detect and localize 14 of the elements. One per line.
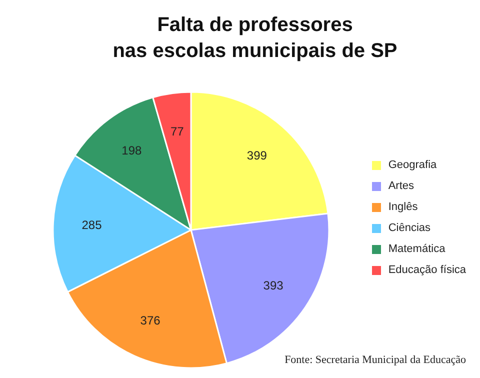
legend-label: Educação física xyxy=(388,263,466,278)
data-label: 77 xyxy=(170,124,184,139)
data-label: 393 xyxy=(263,278,284,293)
data-label: 198 xyxy=(122,143,142,158)
legend-label: Ciências xyxy=(388,221,431,236)
data-label: 399 xyxy=(246,148,268,163)
source-note: Fonte: Secretaria Municipal da Educação xyxy=(284,354,466,366)
legend-label: Inglês xyxy=(388,200,418,215)
legend-label: Matemática xyxy=(388,242,446,257)
data-label: 376 xyxy=(140,314,161,328)
legend-label: Artes xyxy=(388,179,414,194)
chart-title: Falta de professores nas escolas municipais de SP xyxy=(112,13,398,64)
data-label: 285 xyxy=(82,218,102,232)
legend-label: Geografia xyxy=(388,158,437,173)
